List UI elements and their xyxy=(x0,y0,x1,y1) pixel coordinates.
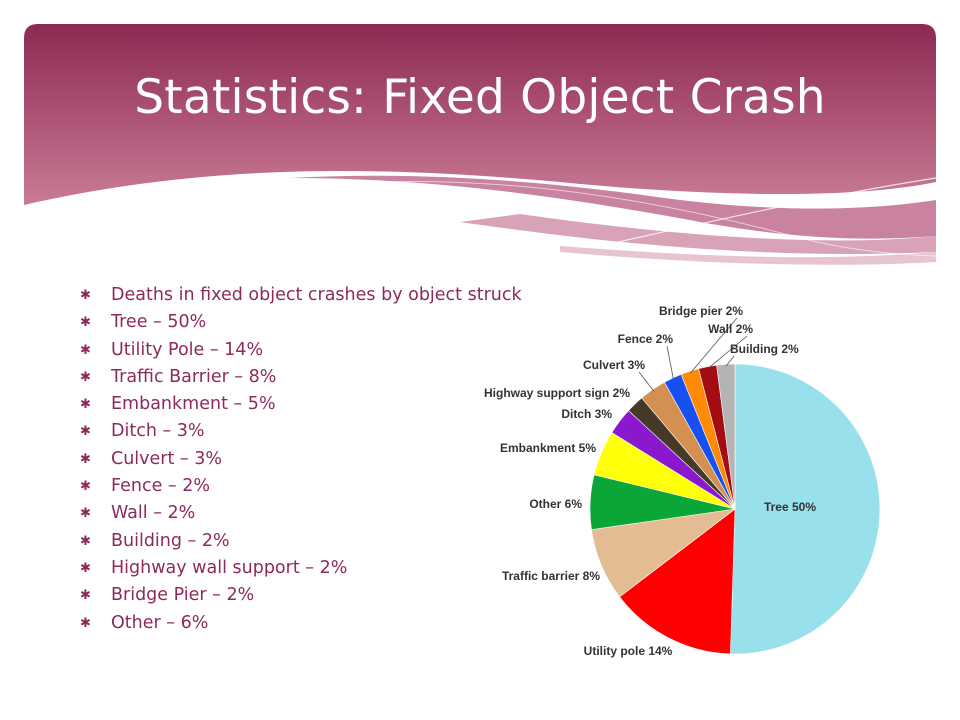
bullet-star-icon: ✱ xyxy=(80,288,91,303)
bullet-text: Fence – 2% xyxy=(111,476,210,497)
bullet-text: Ditch – 3% xyxy=(111,421,205,442)
bullet-star-icon: ✱ xyxy=(80,560,91,576)
bullet-star-icon: ✱ xyxy=(80,451,91,467)
bullet-text: Highway wall support – 2% xyxy=(111,557,348,578)
bullet-item: ✱ Bridge Pier – 2% xyxy=(80,582,522,609)
bullet-star-icon: ✱ xyxy=(80,533,91,549)
pie-leader-line xyxy=(725,355,735,367)
pie-slice-label: Bridge pier 2% xyxy=(659,304,743,318)
pie-slice-label: Culvert 3% xyxy=(583,358,645,372)
bullet-star-icon: ✱ xyxy=(80,369,91,385)
bullet-text: Deaths in fixed object crashes by object… xyxy=(111,285,522,305)
bullet-star-icon: ✱ xyxy=(80,315,91,331)
pie-slice-label: Highway support sign 2% xyxy=(484,386,630,400)
bullet-text: Wall – 2% xyxy=(111,503,196,524)
bullet-item: ✱ Highway wall support – 2% xyxy=(80,555,522,582)
pie-slice-label: Building 2% xyxy=(730,342,799,356)
bullet-item: ✱ Tree – 50% xyxy=(80,309,522,336)
pie-slice-label: Wall 2% xyxy=(708,322,753,336)
bullet-star-icon: ✱ xyxy=(80,588,91,604)
bullet-item: ✱ Building – 2% xyxy=(80,528,522,555)
bullet-item: ✱ Utility Pole – 14% xyxy=(80,337,522,364)
bullet-star-icon: ✱ xyxy=(80,615,91,631)
bullet-text: Tree – 50% xyxy=(111,312,207,333)
bullet-text: Embankment – 5% xyxy=(111,394,276,415)
bullet-star-icon: ✱ xyxy=(80,506,91,522)
pie-chart: Tree 50% Utility pole 14% Traffic barrier … xyxy=(484,304,881,658)
pie-leader-line xyxy=(707,335,748,369)
bullet-item: ✱ Traffic Barrier – 8% xyxy=(80,364,522,391)
bullet-text: Building – 2% xyxy=(111,530,230,551)
pie-slice-label: Tree 50% xyxy=(764,500,816,514)
pie-slice-label: Fence 2% xyxy=(618,332,674,346)
pie-slice xyxy=(716,363,736,510)
bullet-star-icon: ✱ xyxy=(80,479,91,495)
bullet-item: ✱ Other – 6% xyxy=(80,610,522,637)
bullet-item: ✱ Embankment – 5% xyxy=(80,391,522,418)
pie-slice-label: Ditch 3% xyxy=(561,407,612,421)
title-banner xyxy=(24,24,937,265)
slide-title: Statistics: Fixed Object Crash xyxy=(134,70,826,125)
bullet-text: Culvert – 3% xyxy=(111,448,222,469)
bullet-item: ✱ Fence – 2% xyxy=(80,473,522,500)
pie-slice-label: Other 6% xyxy=(529,497,582,511)
pie-leader-line xyxy=(690,317,738,374)
bullet-list: ✱ Deaths in fixed object crashes by objec… xyxy=(80,282,522,637)
bullet-text: Traffic Barrier – 8% xyxy=(111,366,277,387)
bullet-text: Utility Pole – 14% xyxy=(111,339,264,360)
pie-slice-label: Embankment 5% xyxy=(500,441,596,455)
bullet-star-icon: ✱ xyxy=(80,424,91,440)
bullet-text: Bridge Pier – 2% xyxy=(111,585,255,606)
pie-leader-line xyxy=(666,345,674,380)
pie-slice-label: Utility pole 14% xyxy=(584,644,673,658)
bullet-star-icon: ✱ xyxy=(80,397,91,413)
bullet-item: ✱ Culvert – 3% xyxy=(80,446,522,473)
pie-slice-label: Traffic barrier 8% xyxy=(502,569,600,583)
bullet-star-icon: ✱ xyxy=(80,342,91,358)
bullet-text: Other – 6% xyxy=(111,612,209,633)
pie-leader-line xyxy=(638,371,655,392)
pie-slice xyxy=(730,363,881,655)
bullet-item: ✱ Wall – 2% xyxy=(80,500,522,527)
bullet-item: ✱ Ditch – 3% xyxy=(80,418,522,445)
pie-slice xyxy=(619,508,736,655)
bullet-heading: ✱ Deaths in fixed object crashes by objec… xyxy=(80,282,522,309)
